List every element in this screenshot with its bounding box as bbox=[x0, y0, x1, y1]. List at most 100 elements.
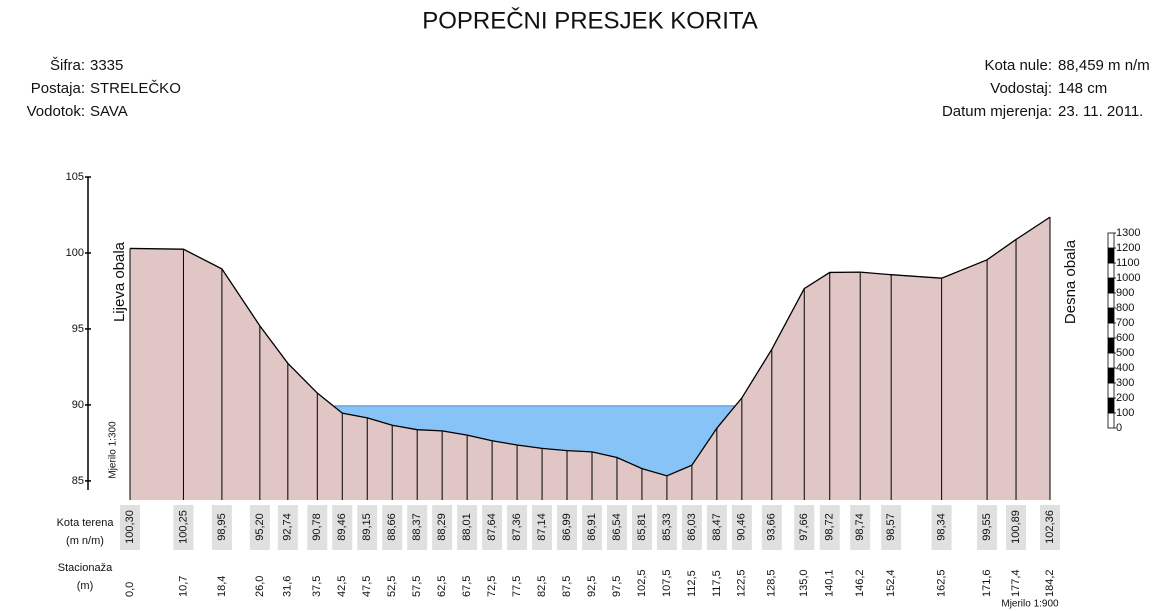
scale-segment bbox=[1107, 292, 1115, 309]
label-box bbox=[432, 505, 453, 550]
scale-label: 1000 bbox=[1116, 272, 1140, 284]
x-tick-label: 18,4 bbox=[216, 576, 228, 597]
x-tick-label: 92,5 bbox=[586, 576, 598, 597]
scale-label: 1100 bbox=[1116, 257, 1140, 269]
info-label: Šifra: bbox=[50, 57, 85, 74]
value-label: 100,89 bbox=[1010, 510, 1022, 544]
info-value: 148 cm bbox=[1058, 80, 1107, 97]
terrain-line bbox=[129, 216, 1051, 477]
label-box bbox=[850, 505, 871, 550]
value-label: 87,64 bbox=[486, 513, 498, 541]
row-label: (m n/m) bbox=[66, 535, 104, 547]
value-label: 86,54 bbox=[611, 513, 623, 541]
scale-segment bbox=[1107, 322, 1115, 339]
x-tick-label: 177,4 bbox=[1010, 569, 1022, 597]
scale-label: 1200 bbox=[1116, 242, 1140, 254]
x-tick-label: 87,5 bbox=[561, 576, 573, 597]
value-label: 90,46 bbox=[736, 513, 748, 541]
label-box bbox=[249, 505, 270, 550]
label-box bbox=[931, 505, 952, 550]
scale-segment bbox=[1107, 262, 1115, 279]
label-box bbox=[581, 505, 602, 550]
x-tick-label: 140,1 bbox=[824, 569, 836, 597]
label-box bbox=[881, 505, 902, 550]
value-label: 95,20 bbox=[254, 513, 266, 541]
label-box bbox=[277, 505, 298, 550]
x-tick-label: 107,5 bbox=[661, 569, 673, 597]
x-tick-label: 47,5 bbox=[361, 576, 373, 597]
scale-label: 1300 bbox=[1116, 227, 1140, 239]
label-box bbox=[173, 505, 194, 550]
value-label: 87,14 bbox=[536, 513, 548, 541]
bank-label: Desna obala bbox=[1062, 239, 1079, 324]
value-label: 93,66 bbox=[766, 513, 778, 541]
value-label: 99,55 bbox=[981, 513, 993, 541]
scale-segment bbox=[1107, 247, 1115, 264]
value-label: 86,91 bbox=[586, 513, 598, 541]
value-label: 88,37 bbox=[411, 513, 423, 541]
scale-label: 600 bbox=[1116, 332, 1134, 344]
value-label: 88,47 bbox=[711, 513, 723, 541]
label-box bbox=[731, 505, 752, 550]
scale-segment bbox=[1107, 277, 1115, 294]
x-tick-label: 97,5 bbox=[611, 576, 623, 597]
x-tick-label: 10,7 bbox=[177, 576, 189, 597]
scale-segment bbox=[1107, 367, 1115, 384]
value-label: 98,95 bbox=[216, 513, 228, 541]
y-tick-label: 85 bbox=[72, 475, 84, 487]
value-label: 90,78 bbox=[311, 513, 323, 541]
x-tick-label: 122,5 bbox=[736, 569, 748, 597]
x-tick-label: 146,2 bbox=[854, 569, 866, 597]
label-box bbox=[507, 505, 528, 550]
value-label: 87,36 bbox=[511, 513, 523, 541]
x-tick-label: 135,0 bbox=[798, 569, 810, 597]
label-box bbox=[794, 505, 815, 550]
value-label: 88,01 bbox=[461, 513, 473, 541]
label-box bbox=[120, 505, 140, 550]
chart-title: POPREČNI PRESJEK KORITA bbox=[422, 6, 758, 34]
value-label: 102,36 bbox=[1044, 510, 1056, 544]
value-label: 86,03 bbox=[686, 513, 698, 541]
label-box bbox=[357, 505, 378, 550]
scale-segment bbox=[1107, 352, 1115, 369]
x-tick-label: 52,5 bbox=[386, 576, 398, 597]
label-box bbox=[761, 505, 782, 550]
x-tick-label: 171,6 bbox=[981, 569, 993, 597]
value-label: 89,46 bbox=[336, 513, 348, 541]
x-tick-label: 26,0 bbox=[254, 576, 266, 597]
row-label: Kota terena bbox=[57, 517, 115, 529]
info-label: Vodotok: bbox=[27, 103, 85, 120]
scale-label: 700 bbox=[1116, 317, 1134, 329]
label-box bbox=[1006, 505, 1027, 550]
info-value: 23. 11. 2011. bbox=[1058, 103, 1143, 120]
x-tick-label: 42,5 bbox=[336, 576, 348, 597]
info-label: Postaja: bbox=[31, 80, 85, 97]
label-box bbox=[656, 505, 677, 550]
scale-label: 800 bbox=[1116, 302, 1134, 314]
label-box bbox=[382, 505, 403, 550]
y-tick-label: 90 bbox=[72, 399, 84, 411]
label-box bbox=[307, 505, 328, 550]
y-tick-label: 95 bbox=[72, 323, 84, 335]
x-tick-label: 62,5 bbox=[436, 576, 448, 597]
info-label: Datum mjerenja: bbox=[942, 103, 1052, 120]
x-tick-label: 102,5 bbox=[636, 569, 648, 597]
x-tick-label: 57,5 bbox=[411, 576, 423, 597]
scale-segment bbox=[1107, 382, 1115, 399]
value-label: 98,74 bbox=[854, 513, 866, 541]
label-box bbox=[706, 505, 727, 550]
label-box bbox=[457, 505, 478, 550]
value-label: 89,15 bbox=[361, 513, 373, 541]
scale-label: 500 bbox=[1116, 347, 1134, 359]
label-box bbox=[211, 505, 232, 550]
scale-segment bbox=[1107, 337, 1115, 354]
label-box bbox=[681, 505, 702, 550]
scale-segment bbox=[1107, 232, 1115, 249]
y-tick-label: 100 bbox=[66, 247, 84, 259]
value-label: 98,57 bbox=[885, 513, 897, 541]
y-tick-label: 105 bbox=[66, 171, 84, 183]
label-box bbox=[1040, 505, 1060, 550]
label-box bbox=[482, 505, 503, 550]
x-tick-label: 77,5 bbox=[511, 576, 523, 597]
